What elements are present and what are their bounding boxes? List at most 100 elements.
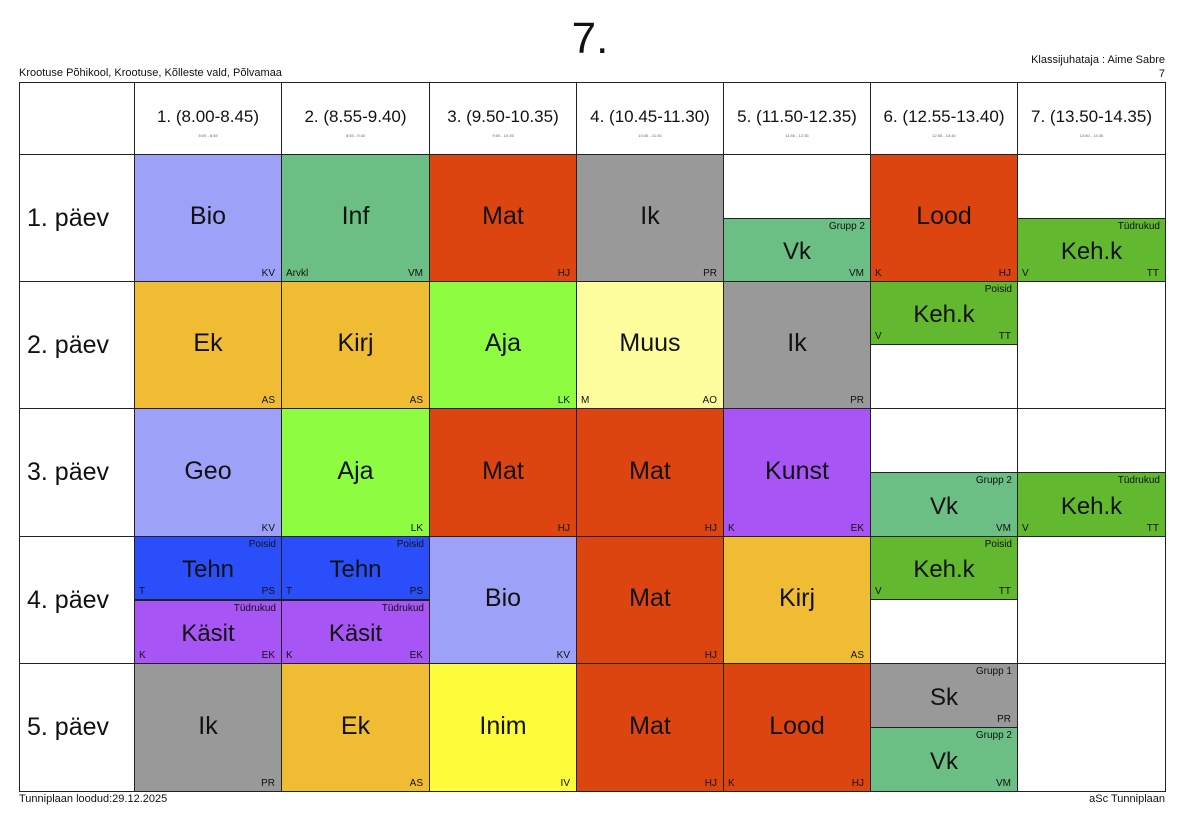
day-header: 5. päev <box>19 663 135 792</box>
lesson-room: Arvkl <box>286 268 309 279</box>
lesson-card[interactable]: Muus M AO <box>576 281 724 409</box>
lesson-subject: Sk <box>929 683 958 711</box>
period-label: 7. (13.50-14.35) <box>1031 107 1152 126</box>
day-header: 2. päev <box>19 281 135 409</box>
lesson-card[interactable]: Vk Grupp 2 VM <box>723 218 871 282</box>
lesson-teacher: TT <box>998 586 1011 597</box>
period-time: 10:45 - 11:30 <box>638 133 662 138</box>
lesson-teacher: LK <box>557 395 570 406</box>
period-header: 2. (8.55-9.40) 8:55 - 9:40 <box>281 82 430 155</box>
lesson-card[interactable]: Ik PR <box>576 154 724 282</box>
lesson-card[interactable]: Bio KV <box>134 154 282 282</box>
lesson-group: Poisid <box>396 539 424 550</box>
lesson-subject: Inf <box>341 202 370 230</box>
lesson-room: V <box>875 331 882 342</box>
lesson-teacher: KV <box>261 268 275 279</box>
lesson-subject: Mat <box>482 456 524 485</box>
period-header: 7. (13.50-14.35) 13:50 - 14:35 <box>1017 82 1166 155</box>
created-date: Tunniplaan loodud:29.12.2025 <box>19 793 168 805</box>
lesson-card[interactable]: Kirj AS <box>723 536 871 664</box>
lesson-teacher: HJ <box>557 268 570 279</box>
lesson-card[interactable]: Tehn Poisid T PS <box>281 536 430 600</box>
lesson-teacher: TT <box>1146 523 1159 534</box>
lesson-teacher: AS <box>261 395 275 406</box>
lesson-card[interactable]: Mat HJ <box>576 663 724 792</box>
lesson-card[interactable]: Mat HJ <box>429 154 577 282</box>
lesson-card[interactable]: Inim IV <box>429 663 577 792</box>
school-name: Krootuse Põhikool, Krootuse, Kõlleste va… <box>19 67 282 79</box>
lesson-card[interactable]: Aja LK <box>429 281 577 409</box>
lesson-card[interactable]: Keh.k Tüdrukud V TT <box>1017 218 1166 282</box>
lesson-card[interactable]: Tehn Poisid T PS <box>134 536 282 600</box>
lesson-card[interactable]: Lood K HJ <box>723 663 871 792</box>
period-header: 1. (8.00-8.45) 8:00 - 8:45 <box>134 82 282 155</box>
lesson-room: V <box>1022 268 1029 279</box>
lesson-group: Grupp 2 <box>975 730 1012 741</box>
timetable-slot <box>1017 663 1166 792</box>
period-label: 1. (8.00-8.45) <box>156 107 260 126</box>
lesson-room: K <box>728 523 735 534</box>
lesson-card[interactable]: Käsit Tüdrukud K EK <box>281 600 430 664</box>
lesson-teacher: AS <box>850 650 864 661</box>
lesson-card[interactable]: Keh.k Poisid V TT <box>870 536 1018 600</box>
class-number: 7 <box>1158 68 1165 80</box>
lesson-teacher: HJ <box>704 650 717 661</box>
lesson-teacher: HJ <box>704 523 717 534</box>
lesson-card[interactable]: Bio KV <box>429 536 577 664</box>
lesson-subject: Vk <box>782 238 811 265</box>
lesson-card[interactable]: Ik PR <box>134 663 282 792</box>
lesson-teacher: KV <box>261 523 275 534</box>
lesson-subject: Mat <box>629 456 671 485</box>
lesson-teacher: PR <box>997 714 1011 725</box>
lesson-subject: Bio <box>189 202 227 230</box>
lesson-subject: Keh.k <box>913 301 975 328</box>
period-label: 6. (12.55-13.40) <box>883 107 1005 126</box>
lesson-subject: Vk <box>929 747 958 775</box>
lesson-card[interactable]: Käsit Tüdrukud K EK <box>134 600 282 664</box>
lesson-subject: Ik <box>640 202 660 230</box>
period-header: 4. (10.45-11.30) 10:45 - 11:30 <box>576 82 724 155</box>
lesson-teacher: EK <box>409 650 423 661</box>
lesson-card[interactable]: Ek AS <box>134 281 282 409</box>
lesson-group: Grupp 2 <box>975 475 1012 486</box>
lesson-teacher: EK <box>850 523 864 534</box>
lesson-subject: Kunst <box>765 456 829 485</box>
lesson-subject: Inim <box>479 711 527 740</box>
lesson-group: Grupp 2 <box>828 221 865 232</box>
lesson-card[interactable]: Mat HJ <box>576 536 724 664</box>
lesson-card[interactable]: Keh.k Poisid V TT <box>870 281 1018 345</box>
lesson-card[interactable]: Mat HJ <box>429 408 577 537</box>
lesson-subject: Keh.k <box>1060 238 1123 265</box>
lesson-teacher: VM <box>408 268 423 279</box>
lesson-room: K <box>875 268 882 279</box>
day-header: 3. päev <box>19 408 135 537</box>
lesson-subject: Bio <box>484 584 522 612</box>
lesson-subject: Ik <box>198 711 218 740</box>
lesson-teacher: PR <box>850 395 864 406</box>
lesson-teacher: EK <box>261 650 275 661</box>
period-label: 2. (8.55-9.40) <box>304 107 407 126</box>
lesson-card[interactable]: Inf Arvkl VM <box>281 154 430 282</box>
lesson-teacher: VM <box>996 778 1011 789</box>
lesson-card[interactable]: Mat HJ <box>576 408 724 537</box>
timetable-slot <box>1017 281 1166 409</box>
lesson-card[interactable]: Ik PR <box>723 281 871 409</box>
lesson-card[interactable]: Geo KV <box>134 408 282 537</box>
lesson-card[interactable]: Keh.k Tüdrukud V TT <box>1017 472 1166 537</box>
lesson-subject: Lood <box>916 202 972 230</box>
lesson-card[interactable]: Sk Grupp 1 PR <box>870 663 1018 728</box>
period-header: 3. (9.50-10.35) 9:50 - 10:35 <box>429 82 577 155</box>
lesson-teacher: IV <box>560 778 570 789</box>
lesson-card[interactable]: Vk Grupp 2 VM <box>870 727 1018 792</box>
period-time: 8:55 - 9:40 <box>345 133 366 138</box>
lesson-card[interactable]: Lood K HJ <box>870 154 1018 282</box>
lesson-card[interactable]: Kunst K EK <box>723 408 871 537</box>
lesson-card[interactable]: Kirj AS <box>281 281 430 409</box>
lesson-teacher: AS <box>409 778 423 789</box>
period-header: 6. (12.55-13.40) 12:55 - 13:40 <box>870 82 1018 155</box>
lesson-card[interactable]: Ek AS <box>281 663 430 792</box>
lesson-subject: Ek <box>193 329 223 357</box>
timetable-grid: 1. (8.00-8.45) 8:00 - 8:45 2. (8.55-9.40) 8… <box>19 82 1166 792</box>
lesson-card[interactable]: Aja LK <box>281 408 430 537</box>
lesson-card[interactable]: Vk Grupp 2 VM <box>870 472 1018 537</box>
